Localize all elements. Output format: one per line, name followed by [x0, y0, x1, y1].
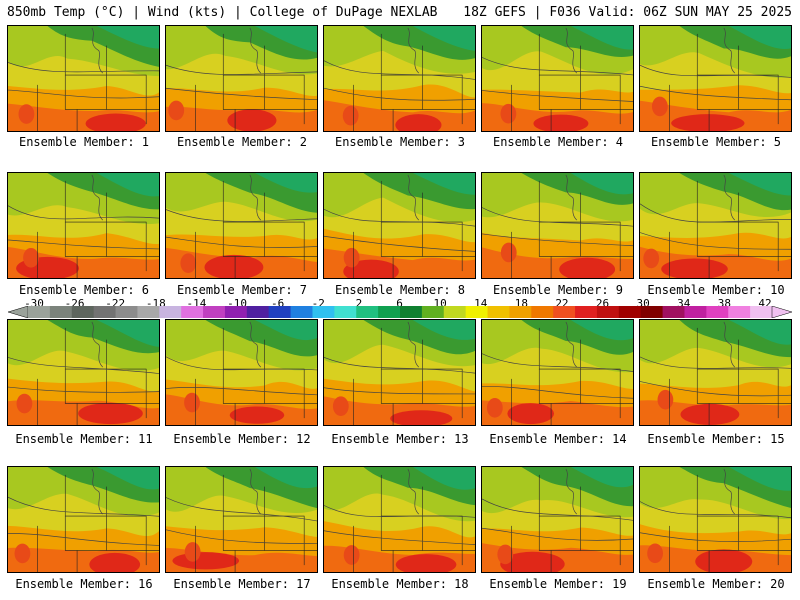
ensemble-member-label: Ensemble Member: 19: [489, 577, 627, 591]
ensemble-member-label: Ensemble Member: 8: [334, 283, 466, 297]
colorbar-swatch: [728, 306, 751, 318]
colorbar-swatch: [71, 306, 95, 318]
colorbar-swatch: [706, 306, 729, 318]
ensemble-map-16: [7, 466, 160, 573]
colorbar-swatch: [750, 306, 773, 318]
colorbar-swatch: [400, 306, 423, 318]
colorbar-swatch: [684, 306, 707, 318]
colorbar-swatch: [465, 306, 489, 318]
colorbar-swatch: [356, 306, 379, 318]
temperature-colorbar: [8, 306, 792, 318]
ensemble-member-label: Ensemble Member: 1: [18, 135, 150, 149]
ensemble-map-14: [481, 319, 634, 426]
colorbar-swatch: [49, 306, 73, 318]
ensemble-map-13: [323, 319, 476, 426]
ensemble-map-11: [7, 319, 160, 426]
ensemble-member-label: Ensemble Member: 12: [173, 432, 311, 446]
ensemble-map-8: [323, 172, 476, 279]
colorbar-swatch: [553, 306, 576, 318]
colorbar-swatch: [443, 306, 467, 318]
colorbar-swatch: [159, 306, 182, 318]
colorbar-swatch: [575, 306, 598, 318]
colorbar-swatch: [93, 306, 117, 318]
colorbar-swatch: [421, 306, 445, 318]
ensemble-member-label: Ensemble Member: 15: [647, 432, 785, 446]
ensemble-member-label: Ensemble Member: 17: [173, 577, 311, 591]
ensemble-member-label: Ensemble Member: 20: [647, 577, 785, 591]
colorbar-swatch: [662, 306, 685, 318]
ensemble-member-label: Ensemble Member: 16: [15, 577, 153, 591]
colorbar-swatch: [487, 306, 510, 318]
colorbar-swatch: [137, 306, 160, 318]
ensemble-map-18: [323, 466, 476, 573]
colorbar-swatch: [618, 306, 642, 318]
colorbar-swatch: [203, 306, 226, 318]
colorbar-swatch: [115, 306, 138, 318]
colorbar-swatch: [334, 306, 357, 318]
ensemble-member-label: Ensemble Member: 14: [489, 432, 627, 446]
colorbar-swatch: [246, 306, 270, 318]
ensemble-map-9: [481, 172, 634, 279]
ensemble-map-6: [7, 172, 160, 279]
colorbar-swatch: [181, 306, 204, 318]
ensemble-member-label: Ensemble Member: 13: [331, 432, 469, 446]
ensemble-map-17: [165, 466, 318, 573]
colorbar-swatch: [596, 306, 620, 318]
colorbar-swatch: [531, 306, 554, 318]
ensemble-member-label: Ensemble Member: 5: [650, 135, 782, 149]
ensemble-map-20: [639, 466, 792, 573]
colorbar-min-arrow: [8, 306, 29, 318]
model-run-info: 18Z GEFS | F036 Valid: 06Z SUN MAY 25 20…: [463, 5, 792, 20]
ensemble-map-7: [165, 172, 318, 279]
colorbar-swatch: [640, 306, 664, 318]
map-title: 850mb Temp (°C) | Wind (kts) | College o…: [7, 5, 438, 20]
ensemble-member-label: Ensemble Member: 2: [176, 135, 308, 149]
ensemble-map-10: [639, 172, 792, 279]
ensemble-member-label: Ensemble Member: 3: [334, 135, 466, 149]
ensemble-member-label: Ensemble Member: 7: [176, 283, 308, 297]
ensemble-map-19: [481, 466, 634, 573]
ensemble-map-2: [165, 25, 318, 132]
ensemble-member-label: Ensemble Member: 18: [331, 577, 469, 591]
ensemble-member-label: Ensemble Member: 6: [18, 283, 150, 297]
ensemble-map-12: [165, 319, 318, 426]
colorbar-swatch: [312, 306, 335, 318]
colorbar-swatch: [268, 306, 292, 318]
ensemble-member-label: Ensemble Member: 10: [647, 283, 785, 297]
colorbar-tick-label: 2: [355, 297, 363, 310]
ensemble-map-15: [639, 319, 792, 426]
ensemble-map-1: [7, 25, 160, 132]
ensemble-map-4: [481, 25, 634, 132]
ensemble-map-5: [639, 25, 792, 132]
colorbar-max-arrow: [771, 306, 792, 318]
colorbar-swatch: [28, 306, 51, 318]
ensemble-member-label: Ensemble Member: 4: [492, 135, 624, 149]
ensemble-member-label: Ensemble Member: 11: [15, 432, 153, 446]
ensemble-member-label: Ensemble Member: 9: [492, 283, 624, 297]
colorbar-swatch: [509, 306, 532, 318]
colorbar-swatch: [378, 306, 401, 318]
ensemble-map-3: [323, 25, 476, 132]
colorbar-swatch: [224, 306, 248, 318]
colorbar-tick-label: 6: [396, 297, 403, 310]
colorbar-swatch: [290, 306, 313, 318]
